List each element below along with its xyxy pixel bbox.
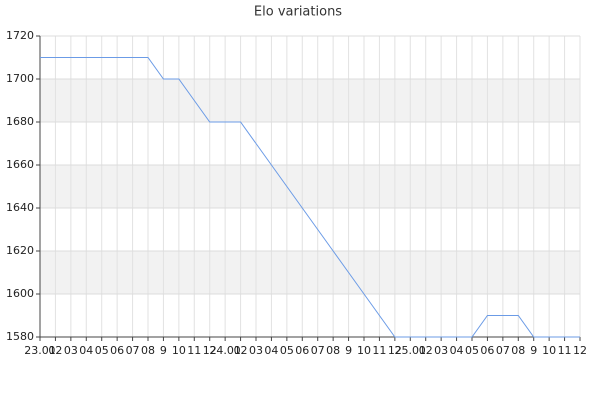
y-tick-label: 1600 — [6, 287, 34, 300]
x-tick-label: 12 — [203, 344, 217, 357]
x-tick-label: 06 — [110, 344, 124, 357]
x-tick-label: 24.01 — [209, 344, 241, 357]
x-tick-label: 07 — [126, 344, 140, 357]
x-tick-label: 08 — [326, 344, 340, 357]
chart-title: Elo variations — [254, 5, 342, 20]
y-tick-label: 1580 — [6, 330, 34, 343]
x-tick-label: 10 — [542, 344, 556, 357]
x-tick-label: 05 — [95, 344, 109, 357]
x-tick-label: 10 — [357, 344, 371, 357]
x-tick-label: 02 — [419, 344, 433, 357]
x-tick-label: 11 — [187, 344, 201, 357]
x-tick-label: 11 — [372, 344, 386, 357]
x-tick-label: 04 — [450, 344, 464, 357]
x-tick-label: 12 — [388, 344, 402, 357]
y-tick-label: 1680 — [6, 115, 34, 128]
x-tick-label: 07 — [496, 344, 510, 357]
x-tick-label: 04 — [264, 344, 278, 357]
x-tick-label: 9 — [160, 344, 167, 357]
x-tick-label: 12 — [573, 344, 587, 357]
x-tick-label: 10 — [172, 344, 186, 357]
y-tick-label: 1620 — [6, 244, 34, 257]
x-tick-label: 02 — [48, 344, 62, 357]
x-tick-label: 03 — [64, 344, 78, 357]
x-tick-label: 11 — [558, 344, 572, 357]
data-line — [40, 57, 580, 338]
x-tick-label: 08 — [511, 344, 525, 357]
y-tick-label: 1640 — [6, 201, 34, 214]
y-tick-label: 1660 — [6, 158, 34, 171]
x-tick-label: 9 — [530, 344, 537, 357]
x-tick-label: 02 — [234, 344, 248, 357]
x-tick-label: 9 — [345, 344, 352, 357]
x-tick-label: 07 — [311, 344, 325, 357]
grid-band — [40, 165, 580, 208]
x-tick-label: 05 — [465, 344, 479, 357]
grid-band — [40, 251, 580, 294]
x-tick-label: 23.01 — [24, 344, 56, 357]
y-tick-label: 1720 — [6, 29, 34, 42]
x-tick-label: 04 — [79, 344, 93, 357]
x-tick-label: 03 — [249, 344, 263, 357]
x-tick-label: 05 — [280, 344, 294, 357]
y-tick-label: 1700 — [6, 72, 34, 85]
grid-band — [40, 79, 580, 122]
x-tick-label: 25.01 — [395, 344, 427, 357]
x-tick-label: 08 — [141, 344, 155, 357]
x-tick-label: 03 — [434, 344, 448, 357]
x-tick-label: 06 — [295, 344, 309, 357]
x-tick-label: 06 — [480, 344, 494, 357]
